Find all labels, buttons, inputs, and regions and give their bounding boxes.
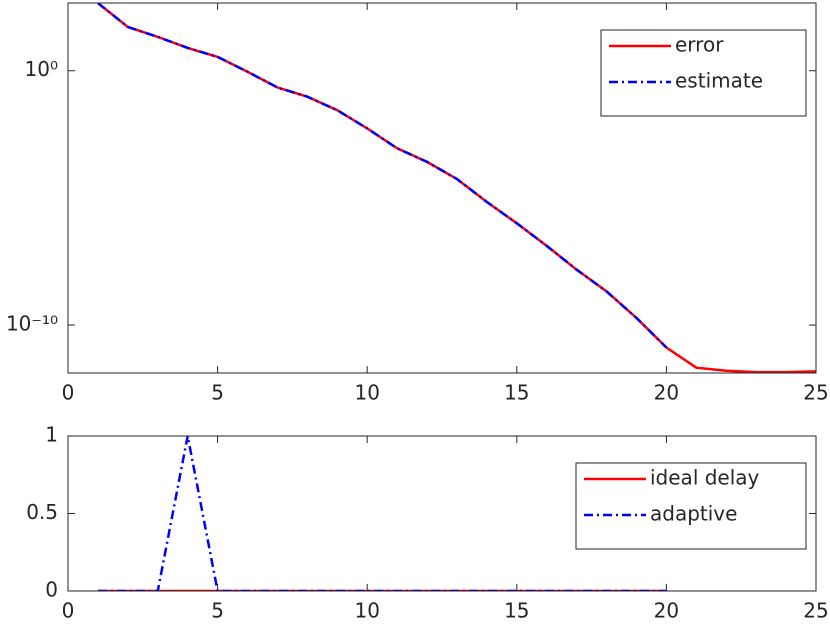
y-tick-label: 10⁻¹⁰ [6, 312, 58, 336]
x-tick-label: 20 [654, 599, 679, 623]
legend-label: adaptive [650, 502, 737, 526]
x-tick-label: 25 [803, 599, 828, 623]
legend-label: error [675, 33, 724, 57]
legend-label: ideal delay [650, 466, 760, 490]
x-tick-label: 25 [803, 381, 828, 405]
x-tick-label: 0 [62, 381, 75, 405]
legend-box [575, 462, 807, 550]
x-tick-label: 15 [504, 599, 529, 623]
y-tick-label: 1 [45, 423, 58, 447]
x-tick-label: 15 [504, 381, 529, 405]
x-tick-label: 5 [211, 599, 224, 623]
x-tick-label: 5 [211, 381, 224, 405]
y-tick-label: 10⁰ [25, 57, 58, 81]
x-tick-label: 20 [654, 381, 679, 405]
y-tick-label: 0.5 [26, 500, 58, 524]
y-tick-label: 0 [45, 578, 58, 602]
axes-box [67, 2, 817, 374]
legend-label: estimate [675, 69, 763, 93]
x-tick-label: 0 [62, 599, 75, 623]
axes-box [67, 435, 817, 592]
series-line [97, 3, 668, 349]
x-tick-label: 10 [354, 381, 379, 405]
x-tick-label: 10 [354, 599, 379, 623]
legend-box [600, 29, 807, 117]
